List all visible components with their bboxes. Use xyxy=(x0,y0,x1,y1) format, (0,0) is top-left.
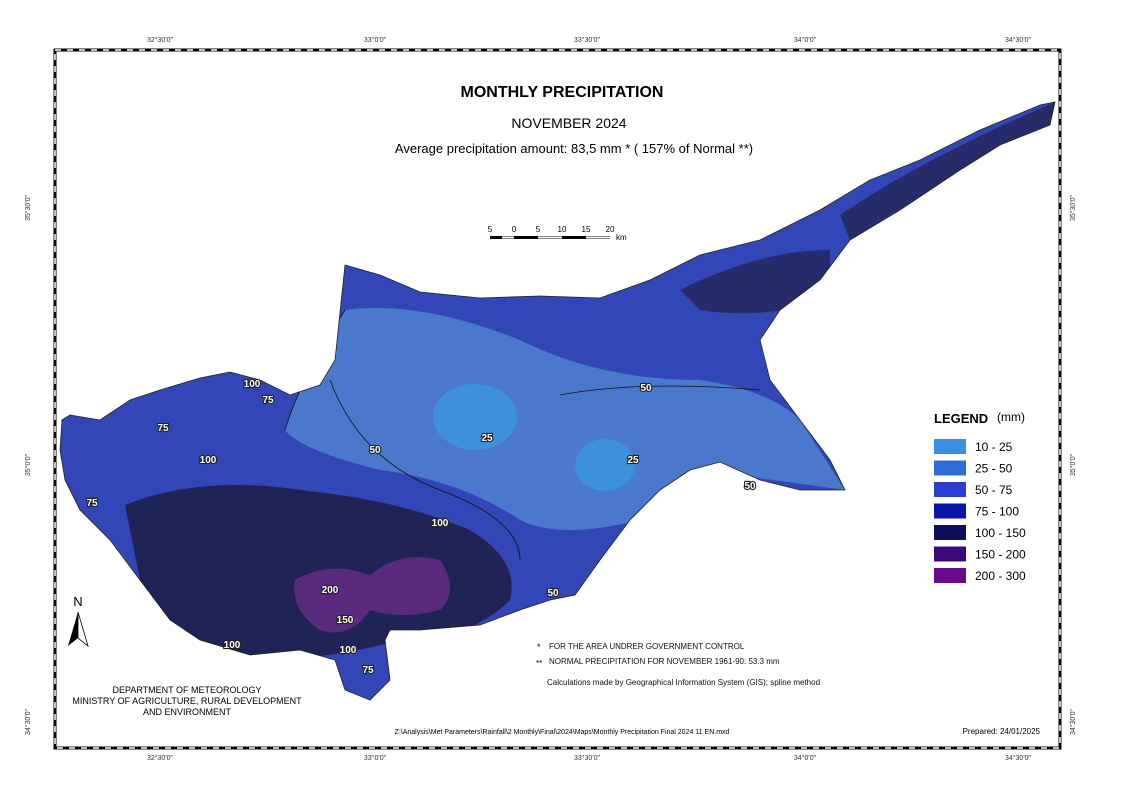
north-label: N xyxy=(73,594,82,609)
scale-label: 15 xyxy=(582,225,591,234)
legend-label: 100 - 150 xyxy=(975,526,1026,540)
footnote: NORMAL PRECIPITATION FOR NOVEMBER 1961-9… xyxy=(549,657,780,666)
scale-segment xyxy=(538,236,562,239)
legend-swatch xyxy=(934,439,966,454)
latitude-label: 34°30'0" xyxy=(1069,708,1077,735)
footnote-mark: ** xyxy=(536,659,542,668)
scale-label: 5 xyxy=(536,225,541,234)
arrow-half xyxy=(77,611,89,648)
zone-10-25 xyxy=(433,384,517,450)
zone-200-300 xyxy=(294,557,450,633)
zone-25-50 xyxy=(285,308,845,530)
contour-label: 25 xyxy=(481,433,493,444)
contour-label: 50 xyxy=(369,445,381,456)
contour-label: 75 xyxy=(86,498,98,509)
longitude-label: 33°0'0" xyxy=(364,754,387,762)
footnote: FOR THE AREA UNDRER GOVERNMENT CONTROL xyxy=(549,642,745,651)
scale-label: 0 xyxy=(512,225,517,234)
contour-label: 50 xyxy=(744,481,756,492)
legend-unit: (mm) xyxy=(997,410,1025,424)
scale-label: 20 xyxy=(606,225,615,234)
scale-unit: km xyxy=(616,233,627,242)
zone-100-150 xyxy=(680,250,830,314)
legend-swatch xyxy=(934,525,966,540)
zone-10-25 xyxy=(575,439,635,491)
longitude-label: 33°30'0" xyxy=(574,36,601,44)
longitude-label: 32°30'0" xyxy=(147,754,174,762)
latitude-label: 35°30'0" xyxy=(24,194,32,221)
contour-label: 100 xyxy=(200,455,217,466)
department: AND ENVIRONMENT xyxy=(143,707,232,717)
contour-label: 100 xyxy=(244,379,261,390)
contour-label: 200 xyxy=(322,585,339,596)
method-note: Calculations made by Geographical Inform… xyxy=(547,678,820,687)
longitude-label: 33°30'0" xyxy=(574,754,601,762)
latitude-label: 35°0'0" xyxy=(1069,453,1077,476)
contour-label: 100 xyxy=(224,640,241,651)
longitude-label: 34°30'0" xyxy=(1005,36,1032,44)
latitude-label: 35°30'0" xyxy=(1069,194,1077,221)
map-title: MONTHLY PRECIPITATION xyxy=(461,84,664,101)
summary: Average precipitation amount: 83,5 mm * … xyxy=(395,141,753,156)
longitude-label: 32°30'0" xyxy=(147,36,174,44)
legend-swatch xyxy=(934,460,966,476)
scale-label: 5 xyxy=(488,225,493,234)
footnote-mark: * xyxy=(537,642,541,652)
contour-label: 50 xyxy=(640,383,652,394)
legend-label: 25 - 50 xyxy=(975,462,1013,476)
scale-label: 10 xyxy=(558,225,567,234)
file-path: Z:\Analysis\Met Parameters\Rainfall\2 Mo… xyxy=(395,729,730,736)
contour-label: 50 xyxy=(547,588,559,599)
contour-label: 75 xyxy=(362,665,374,676)
legend-label: 150 - 200 xyxy=(975,548,1026,562)
latitude-label: 35°0'0" xyxy=(24,453,32,476)
legend-title: LEGEND xyxy=(934,411,988,426)
contour-label: 150 xyxy=(337,615,354,626)
arrow-half xyxy=(68,612,78,646)
longitude-label: 33°0'0" xyxy=(364,36,387,44)
contour-label: 75 xyxy=(262,395,274,406)
contour-line xyxy=(329,379,521,561)
zone-100-150 xyxy=(840,102,1055,240)
map-subtitle: NOVEMBER 2024 xyxy=(511,115,626,131)
legend-label: 50 - 75 xyxy=(975,483,1013,497)
contour-label: 25 xyxy=(627,455,639,466)
legend-swatch xyxy=(934,568,966,583)
legend-swatch xyxy=(934,546,966,562)
department: MINISTRY OF AGRICULTURE, RURAL DEVELOPME… xyxy=(72,696,302,706)
north-arrow: N xyxy=(68,594,89,648)
contour-label: 100 xyxy=(340,645,357,656)
scale-segment xyxy=(586,236,610,239)
legend-swatch xyxy=(934,482,966,497)
prepared-date: Prepared: 24/01/2025 xyxy=(963,727,1041,736)
department: DEPARTMENT OF METEOROLOGY xyxy=(112,685,261,695)
longitude-label: 34°0'0" xyxy=(794,36,817,44)
scale-bar: km xyxy=(490,233,627,242)
legend-label: 10 - 25 xyxy=(975,440,1013,454)
legend-label: 75 - 100 xyxy=(975,505,1019,519)
scale-segment xyxy=(502,236,514,239)
legend-swatch xyxy=(934,503,966,519)
contour-label: 100 xyxy=(432,518,449,529)
longitude-label: 34°30'0" xyxy=(1005,754,1032,762)
longitude-label: 34°0'0" xyxy=(794,754,817,762)
legend-label: 200 - 300 xyxy=(975,569,1026,583)
latitude-label: 34°30'0" xyxy=(24,708,32,735)
contour-label: 75 xyxy=(157,423,169,434)
